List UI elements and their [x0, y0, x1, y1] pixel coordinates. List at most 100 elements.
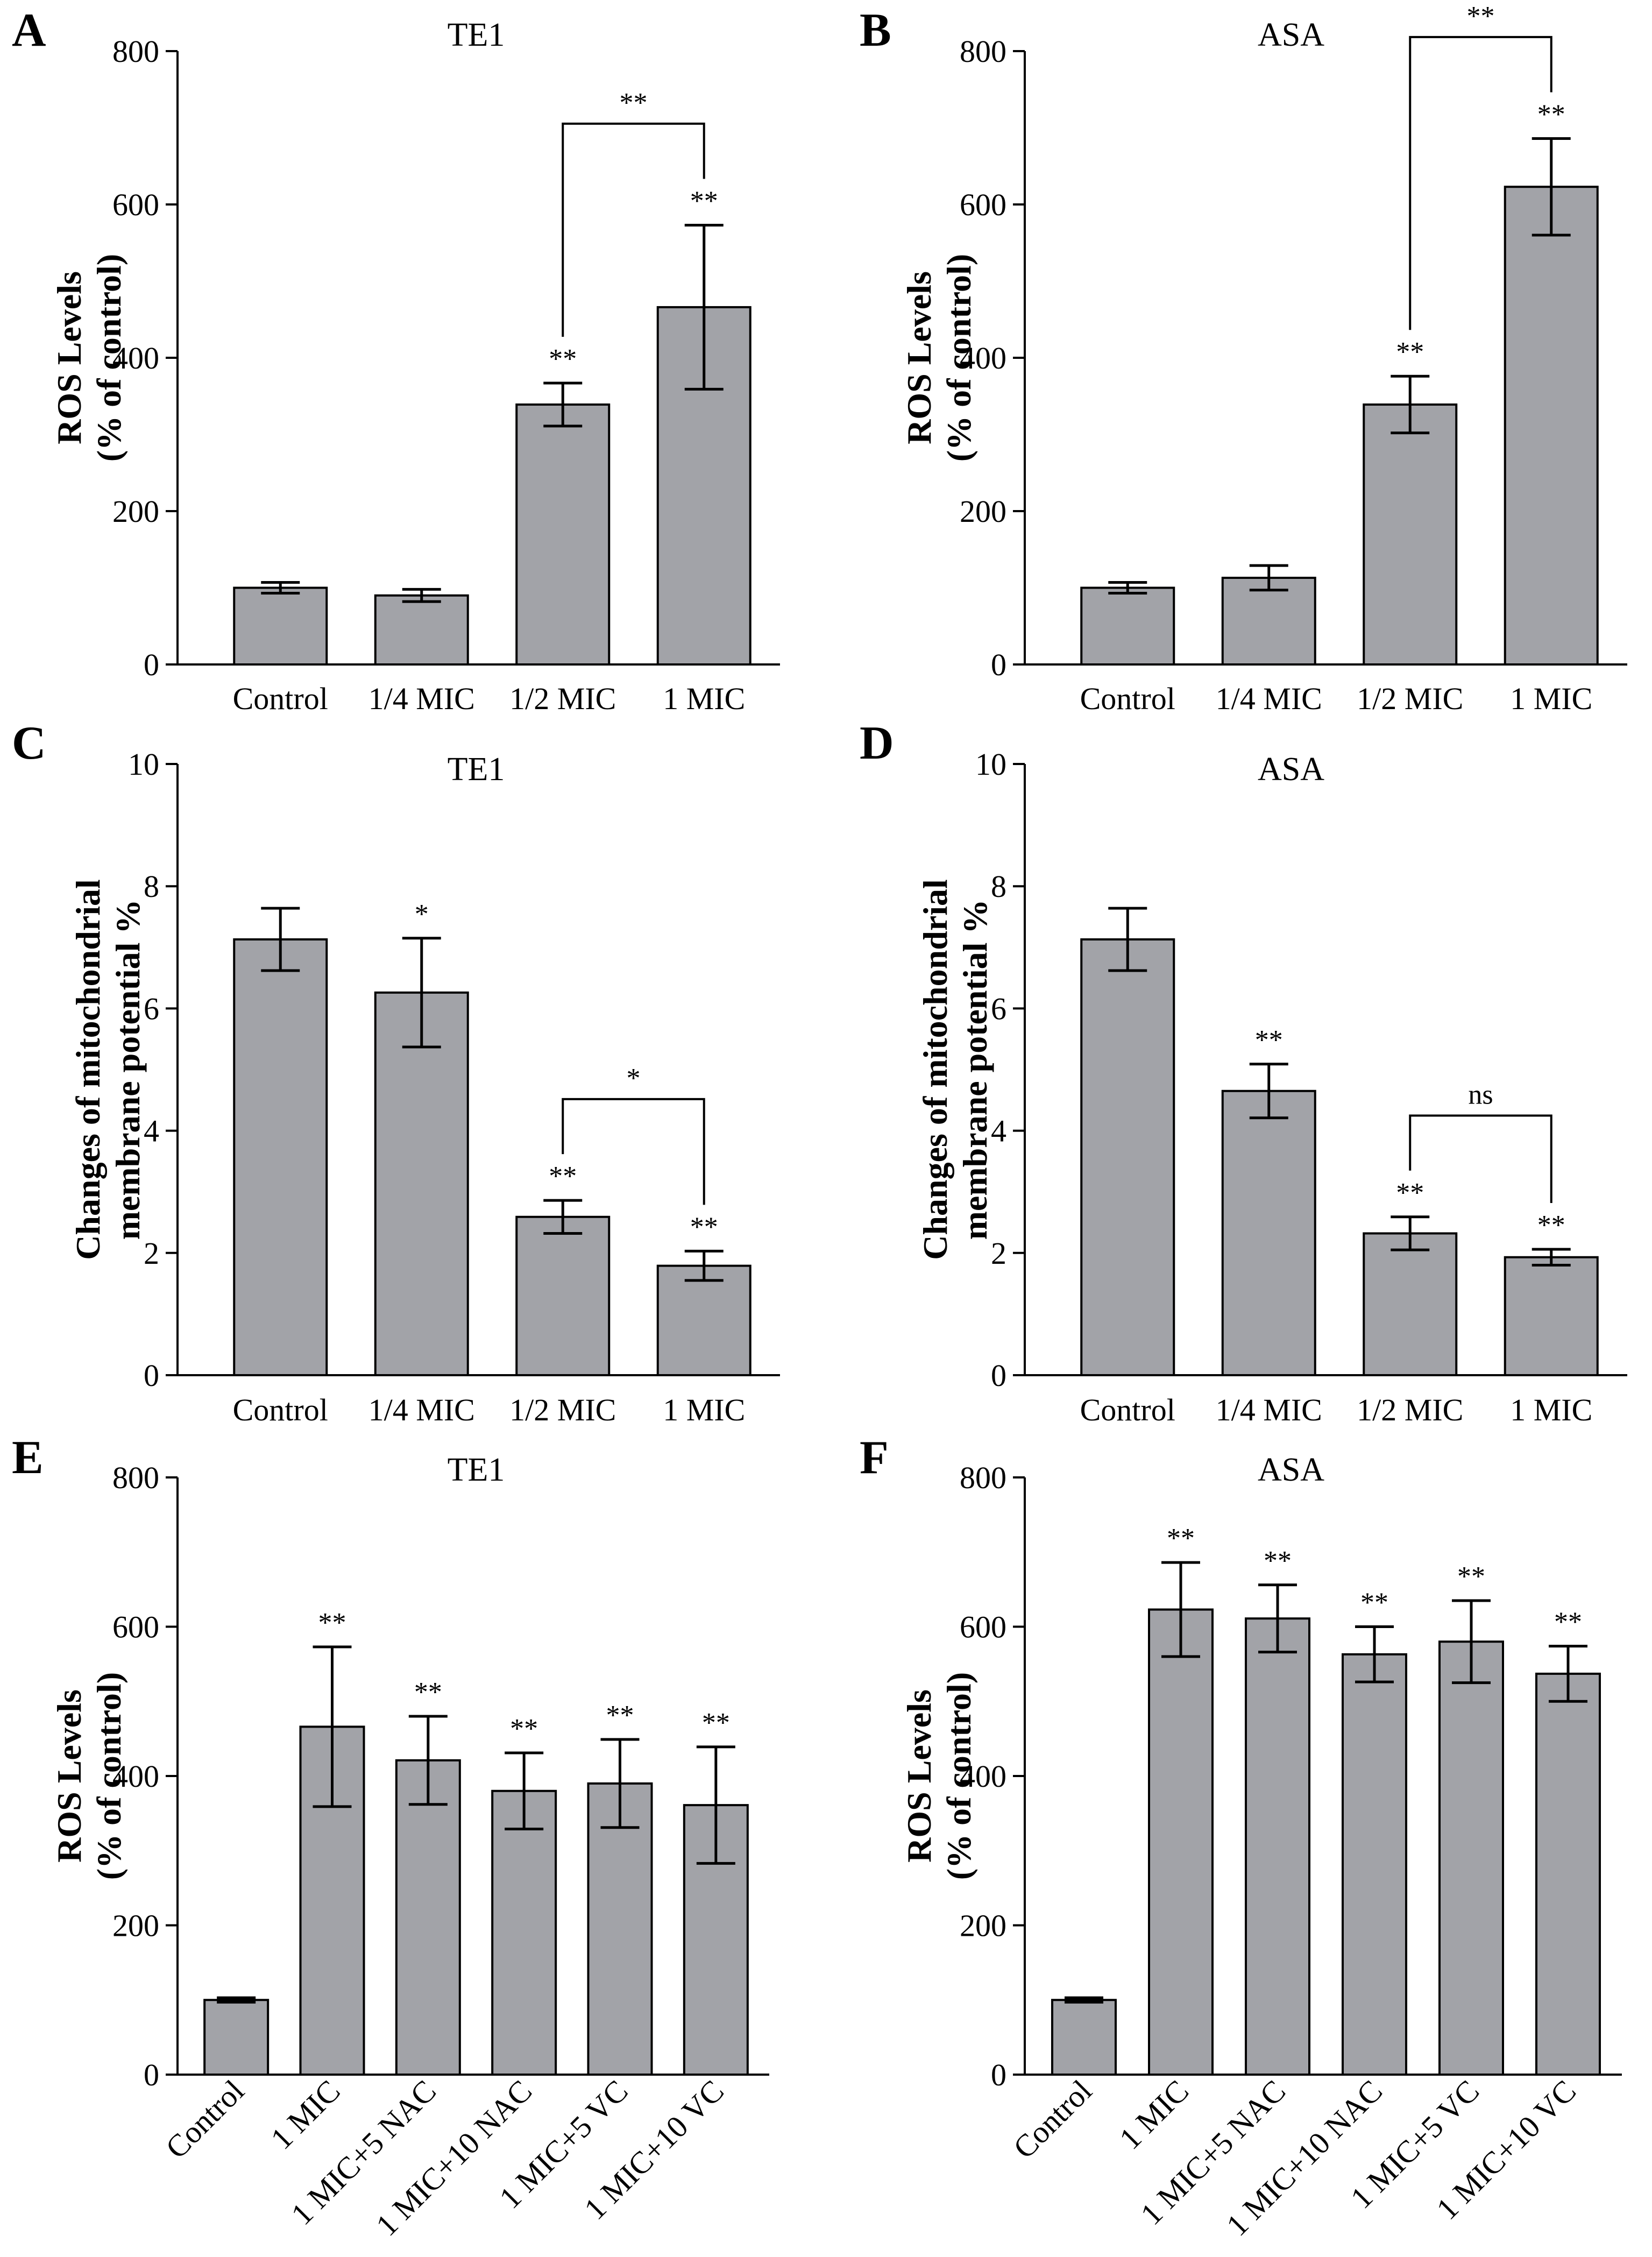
significance-label: **	[1396, 1178, 1424, 1208]
error-bar	[1391, 1215, 1430, 1251]
significance-label: **	[1457, 1561, 1485, 1592]
y-tick-label: 4	[144, 1114, 159, 1149]
y-tick-label: 8	[991, 869, 1006, 904]
y-axis-label-line: ROS Levels	[900, 271, 938, 444]
y-axis-label-line: (% of control)	[940, 1672, 978, 1880]
x-category-label: 1 MIC	[264, 2073, 346, 2156]
chart-title: ASA	[1258, 17, 1324, 53]
y-tick-label: 4	[991, 1114, 1006, 1149]
panel-letter: D	[860, 717, 894, 769]
chart-title: ASA	[1258, 1452, 1324, 1488]
significance-label: **	[1537, 99, 1565, 130]
error-bar	[1355, 1625, 1394, 1683]
bar	[374, 991, 469, 1376]
y-axis-label-line: (% of control)	[90, 254, 128, 462]
y-tick-label: 600	[960, 1610, 1006, 1645]
error-bar	[402, 588, 441, 603]
y-axis-label: ROS Levels(% of control)	[50, 1672, 128, 1880]
y-tick-label: 200	[112, 494, 159, 529]
significance-label: **	[318, 1608, 346, 1638]
y-axis-label: ROS Levels(% of control)	[50, 254, 128, 462]
x-category-label: 1/4 MIC	[368, 1392, 475, 1427]
y-axis-label-line: Changes of mitochondrial	[69, 879, 107, 1260]
panel-letter: C	[12, 717, 46, 769]
chart-title: TE1	[448, 751, 505, 788]
y-tick-label: 2	[144, 1236, 159, 1271]
bar	[1342, 1653, 1407, 2076]
y-axis-label-line: ROS Levels	[50, 271, 88, 444]
x-category-label: 1/4 MIC	[1216, 681, 1322, 716]
y-axis-label-line: membrane potential %	[109, 900, 147, 1240]
bar	[1080, 586, 1175, 666]
y-tick-label: 10	[975, 747, 1006, 782]
bar	[1148, 1608, 1214, 2076]
error-bar	[1452, 1599, 1491, 1685]
significance-label: **	[1537, 1210, 1565, 1241]
x-category-label: Control	[1006, 2073, 1098, 2165]
significance-label: **	[690, 1212, 718, 1242]
chart-panel-a: A TE1 ROS Levels(% of control) ** ** ** 0 200 40…	[12, 4, 780, 716]
error-bar	[505, 1751, 544, 1831]
significance-label: **	[1396, 337, 1424, 367]
significance-label: **	[1554, 1607, 1582, 1638]
x-category-label: 1/2 MIC	[1357, 1392, 1463, 1427]
significance-label: **	[1255, 1025, 1283, 1056]
bar	[374, 594, 469, 666]
y-tick-label: 200	[960, 494, 1006, 529]
x-category-label: Control	[233, 1392, 328, 1427]
y-axis-label: Changes of mitochondrialmembrane potenti…	[916, 879, 994, 1260]
y-tick-label: 2	[991, 1236, 1006, 1271]
y-tick-label: 200	[112, 1908, 159, 1943]
y-tick-label: 0	[991, 2057, 1006, 2092]
significance-label: **	[549, 1161, 577, 1192]
bar	[395, 1759, 461, 2076]
chart-title: TE1	[448, 17, 505, 53]
bar	[1221, 1089, 1316, 1376]
bar	[1363, 403, 1458, 666]
error-bar	[1532, 1248, 1571, 1267]
significance-label: **	[702, 1708, 730, 1738]
error-bar	[684, 223, 724, 391]
error-bar	[1108, 581, 1147, 595]
error-bar	[1108, 907, 1147, 972]
y-tick-label: 600	[112, 1610, 159, 1645]
y-axis-label: ROS Levels(% of control)	[900, 254, 978, 462]
bar	[587, 1782, 653, 2076]
y-tick-label: 8	[144, 869, 159, 904]
error-bar	[1549, 1645, 1587, 1703]
error-bar	[1161, 1561, 1200, 1658]
y-tick-label: 0	[144, 1358, 159, 1393]
error-bar	[217, 1996, 256, 2004]
y-axis-label-line: membrane potential %	[956, 900, 994, 1240]
chart-panel-f: F ASA ROS Levels(% of control) ** ** ** ** ** 0 2…	[860, 1432, 1622, 2242]
x-category-label: 1/4 MIC	[368, 681, 475, 716]
y-axis-label-line: (% of control)	[90, 1672, 128, 1880]
x-category-label: Control	[159, 2073, 251, 2165]
x-category-label: Control	[233, 681, 328, 716]
chart-panel-c: C TE1 Changes of mitochondrialmembrane pot…	[12, 717, 780, 1427]
error-bar	[600, 1738, 640, 1829]
significance-label: **	[606, 1700, 634, 1731]
significance-bracket	[562, 122, 705, 337]
y-tick-label: 400	[112, 1759, 159, 1794]
bar	[233, 586, 328, 666]
bar	[515, 403, 611, 666]
x-category-label: 1/2 MIC	[509, 1392, 616, 1427]
x-category-label: Control	[1080, 681, 1175, 716]
error-bar	[408, 1715, 448, 1806]
significance-bracket	[1409, 36, 1552, 330]
bar	[203, 1999, 270, 2076]
x-category-label: 1 MIC	[1510, 681, 1592, 716]
error-bar	[1249, 564, 1288, 592]
panel-letter: E	[12, 1432, 44, 1484]
chart-title: ASA	[1258, 751, 1324, 788]
bar	[1051, 1999, 1117, 2076]
x-category-label: Control	[1080, 1392, 1175, 1427]
significance-label: **	[549, 344, 577, 374]
y-tick-label: 6	[991, 991, 1006, 1026]
error-bar	[543, 381, 583, 428]
bracket-label: **	[1467, 1, 1495, 32]
error-bar	[696, 1745, 735, 1865]
significance-label: *	[415, 899, 429, 930]
y-tick-label: 200	[960, 1908, 1006, 1943]
